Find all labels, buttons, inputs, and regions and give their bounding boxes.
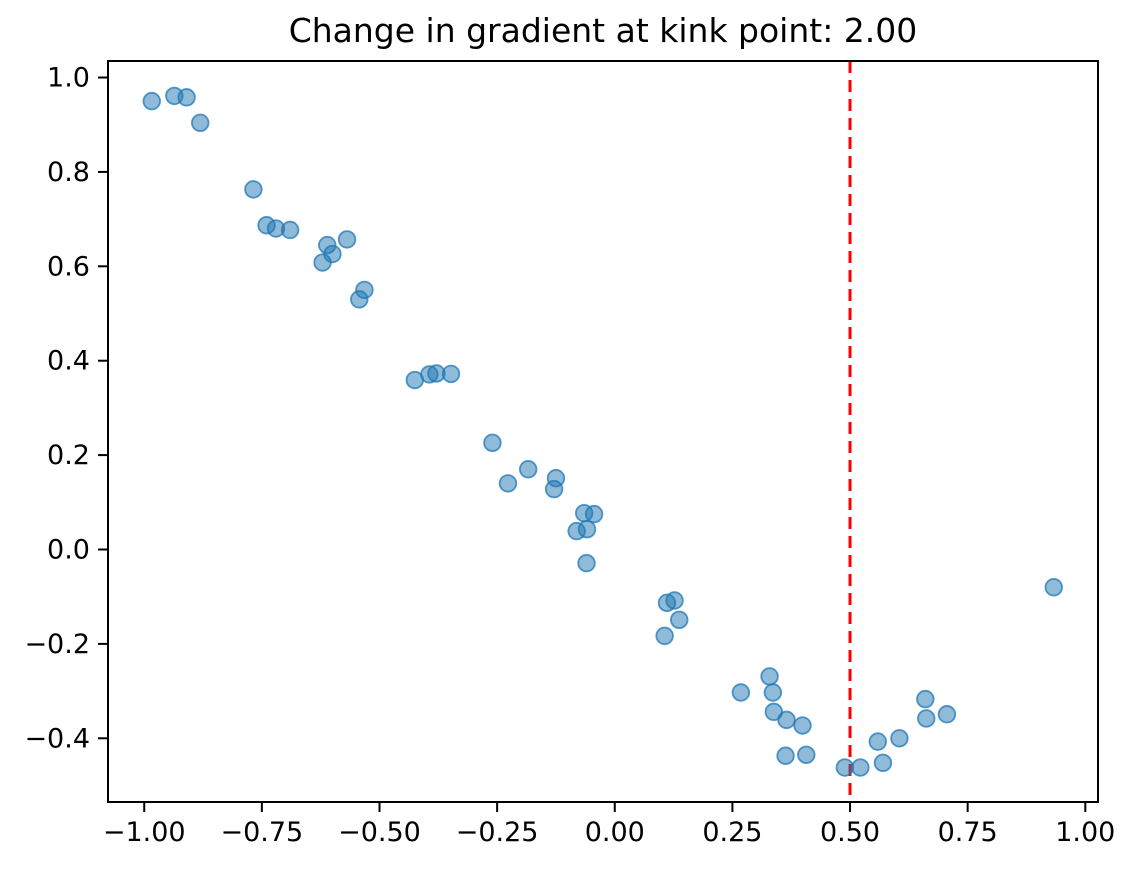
scatter-point [577, 553, 596, 573]
scatter-point [577, 519, 597, 539]
x-tick-label: 0.50 [820, 817, 880, 848]
x-tick-label: −0.25 [456, 817, 539, 848]
x-tick-label: −0.50 [338, 817, 421, 848]
scatter-point [835, 758, 855, 777]
scatter-point [731, 683, 751, 702]
scatter-point [917, 709, 936, 728]
x-tick-label: −0.75 [220, 817, 303, 848]
scatter-point [873, 753, 893, 773]
scatter-point [337, 230, 357, 249]
scatter-point [655, 626, 674, 646]
scatter-point [916, 689, 935, 709]
scatter-point [890, 729, 909, 748]
x-tick-label: 1.00 [1055, 817, 1115, 848]
scatter-point [483, 433, 502, 453]
plot-border [107, 60, 1099, 803]
y-tick-label: −0.2 [24, 629, 90, 660]
scatter-point [760, 667, 779, 686]
scatter-point [763, 683, 783, 702]
scatter-point [498, 474, 518, 493]
scatter-point [518, 460, 538, 479]
x-tick-label: 0.25 [702, 817, 762, 848]
y-tick-label: −0.4 [24, 723, 90, 754]
scatter-point [793, 716, 812, 735]
y-tick-label: 0.4 [47, 346, 90, 377]
scatter-point [937, 705, 957, 724]
scatter-point [851, 758, 870, 777]
scatter-point [244, 180, 263, 199]
y-tick-label: 0.8 [47, 157, 90, 188]
x-tick-label: −1.00 [103, 817, 186, 848]
scatter-point [776, 746, 795, 765]
y-tick-label: 1.0 [47, 63, 90, 94]
scatter-point [797, 745, 816, 765]
x-tick-label: 0.75 [938, 817, 998, 848]
scatter-point [441, 364, 461, 384]
scatter-point [280, 220, 300, 240]
scatter-point [868, 732, 887, 751]
scatter-point [584, 504, 604, 524]
scatter-point [777, 710, 796, 730]
scatter-point [665, 591, 684, 610]
scatter-point [544, 479, 564, 499]
y-tick-label: 0.6 [47, 251, 90, 282]
scatter-point [191, 113, 210, 133]
y-tick-label: 0.2 [47, 440, 90, 471]
scatter-point [142, 91, 161, 111]
scatter-point [670, 610, 689, 630]
scatter-point [313, 253, 332, 272]
scatter-point [350, 290, 369, 309]
y-tick-label: 0.0 [47, 534, 90, 565]
scatter-point [1044, 578, 1063, 597]
chart-title: Change in gradient at kink point: 2.00 [288, 11, 918, 50]
x-tick-label: 0.00 [585, 817, 645, 848]
scatter-point [177, 88, 196, 107]
